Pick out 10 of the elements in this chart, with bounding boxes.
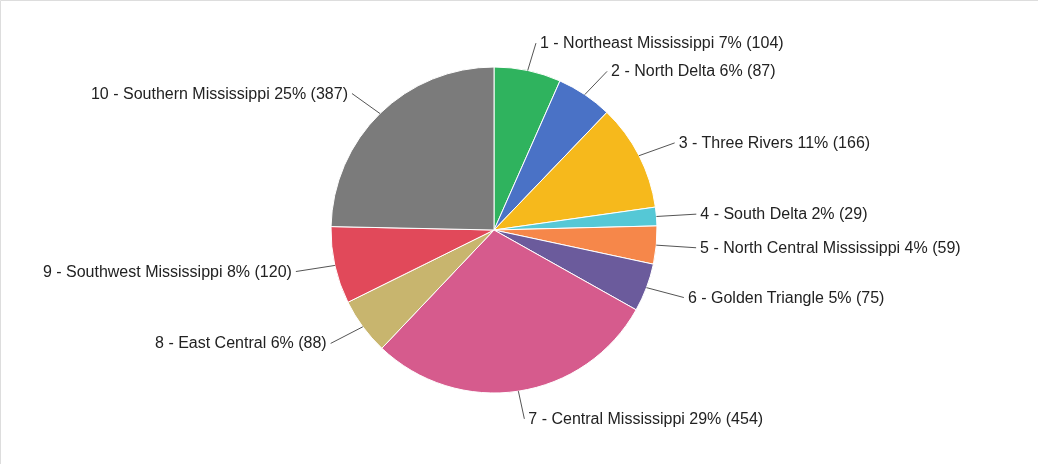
slice-label: 7 - Central Mississippi 29% (454): [528, 409, 764, 427]
slice-label: 3 - Three Rivers 11% (166): [678, 133, 871, 151]
slice-label: 9 - Southwest Mississippi 8% (120): [42, 262, 292, 280]
slice-label: 6 - Golden Triangle 5% (75): [687, 288, 885, 306]
slice-label: 5 - North Central Mississippi 4% (59): [700, 238, 961, 256]
slice-label: 4 - South Delta 2% (29): [700, 205, 868, 223]
slice-label: 10 - Southern Mississippi 25% (387): [90, 84, 348, 102]
slice-label: 1 - Northeast Mississippi 7% (104): [539, 34, 784, 52]
slice-label: 2 - North Delta 6% (87): [611, 62, 776, 80]
slice-label: 8 - East Central 6% (88): [155, 334, 327, 352]
